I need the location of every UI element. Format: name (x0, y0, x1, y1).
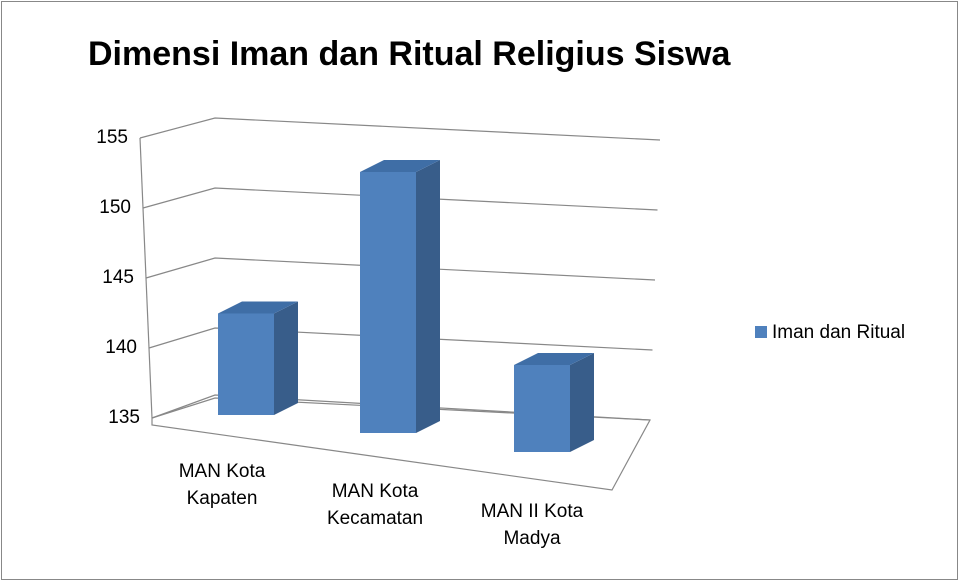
grid-line (139, 117, 661, 141)
y-tick-label: 140 (105, 337, 137, 358)
grid-line (142, 187, 658, 211)
bar-top (218, 301, 298, 314)
chart-title: Dimensi Iman dan Ritual Religius Siswa (88, 35, 731, 73)
grid-line (151, 397, 651, 421)
bar (514, 365, 570, 452)
floor (151, 394, 651, 491)
legend-label: Iman dan Ritual (772, 322, 905, 343)
bar-side (274, 301, 298, 415)
bar-top (514, 353, 594, 365)
x-tick-label: MAN Kota Kecamatan (326, 481, 424, 529)
bar (218, 313, 274, 415)
x-tick-label: MAN Kota Kapaten (178, 461, 266, 509)
bar-side (416, 160, 440, 433)
bar-side (570, 353, 594, 452)
bar-top (360, 160, 440, 172)
grid-line (145, 257, 656, 281)
y-tick-label: 145 (102, 267, 134, 288)
x-tick-label: MAN II Kota Madya (480, 501, 584, 549)
grid-line (148, 327, 653, 351)
bar (360, 172, 416, 433)
y-tick-label: 135 (108, 407, 140, 428)
y-tick-label: 155 (96, 127, 128, 148)
legend-swatch (755, 326, 767, 338)
y-tick-label: 150 (99, 197, 131, 218)
